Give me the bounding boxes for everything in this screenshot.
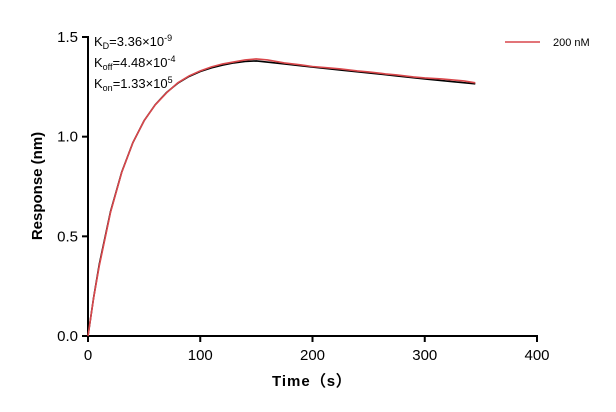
y-tick-label: 1.0 [57,129,78,146]
x-tick-label: 300 [412,347,437,364]
x-axis-label: Time（s） [272,372,352,390]
x-tick-label: 0 [84,347,92,364]
x-tick-label: 100 [188,347,213,364]
y-tick-label: 0.0 [57,328,78,345]
series-200nm-measured [87,58,476,337]
annotation-kon: Kon=1.33×105 [94,75,173,93]
y-tick-label: 1.5 [57,29,78,46]
y-tick-label: 0.5 [57,228,78,245]
series-fit-curve [87,60,476,337]
x-tick-label: 200 [300,347,325,364]
annotation-koff: Koff=4.48×10-4 [94,54,175,72]
legend: 200 nM [505,37,590,49]
kinetic-annotations: KD=3.36×10-9 Koff=4.48×10-4 Kon=1.33×105 [94,33,175,93]
y-axis-label: Response (nm) [29,132,46,240]
legend-label-200nm: 200 nM [553,37,590,49]
annotation-kd: KD=3.36×10-9 [94,33,172,51]
x-tick-label: 400 [524,347,549,364]
